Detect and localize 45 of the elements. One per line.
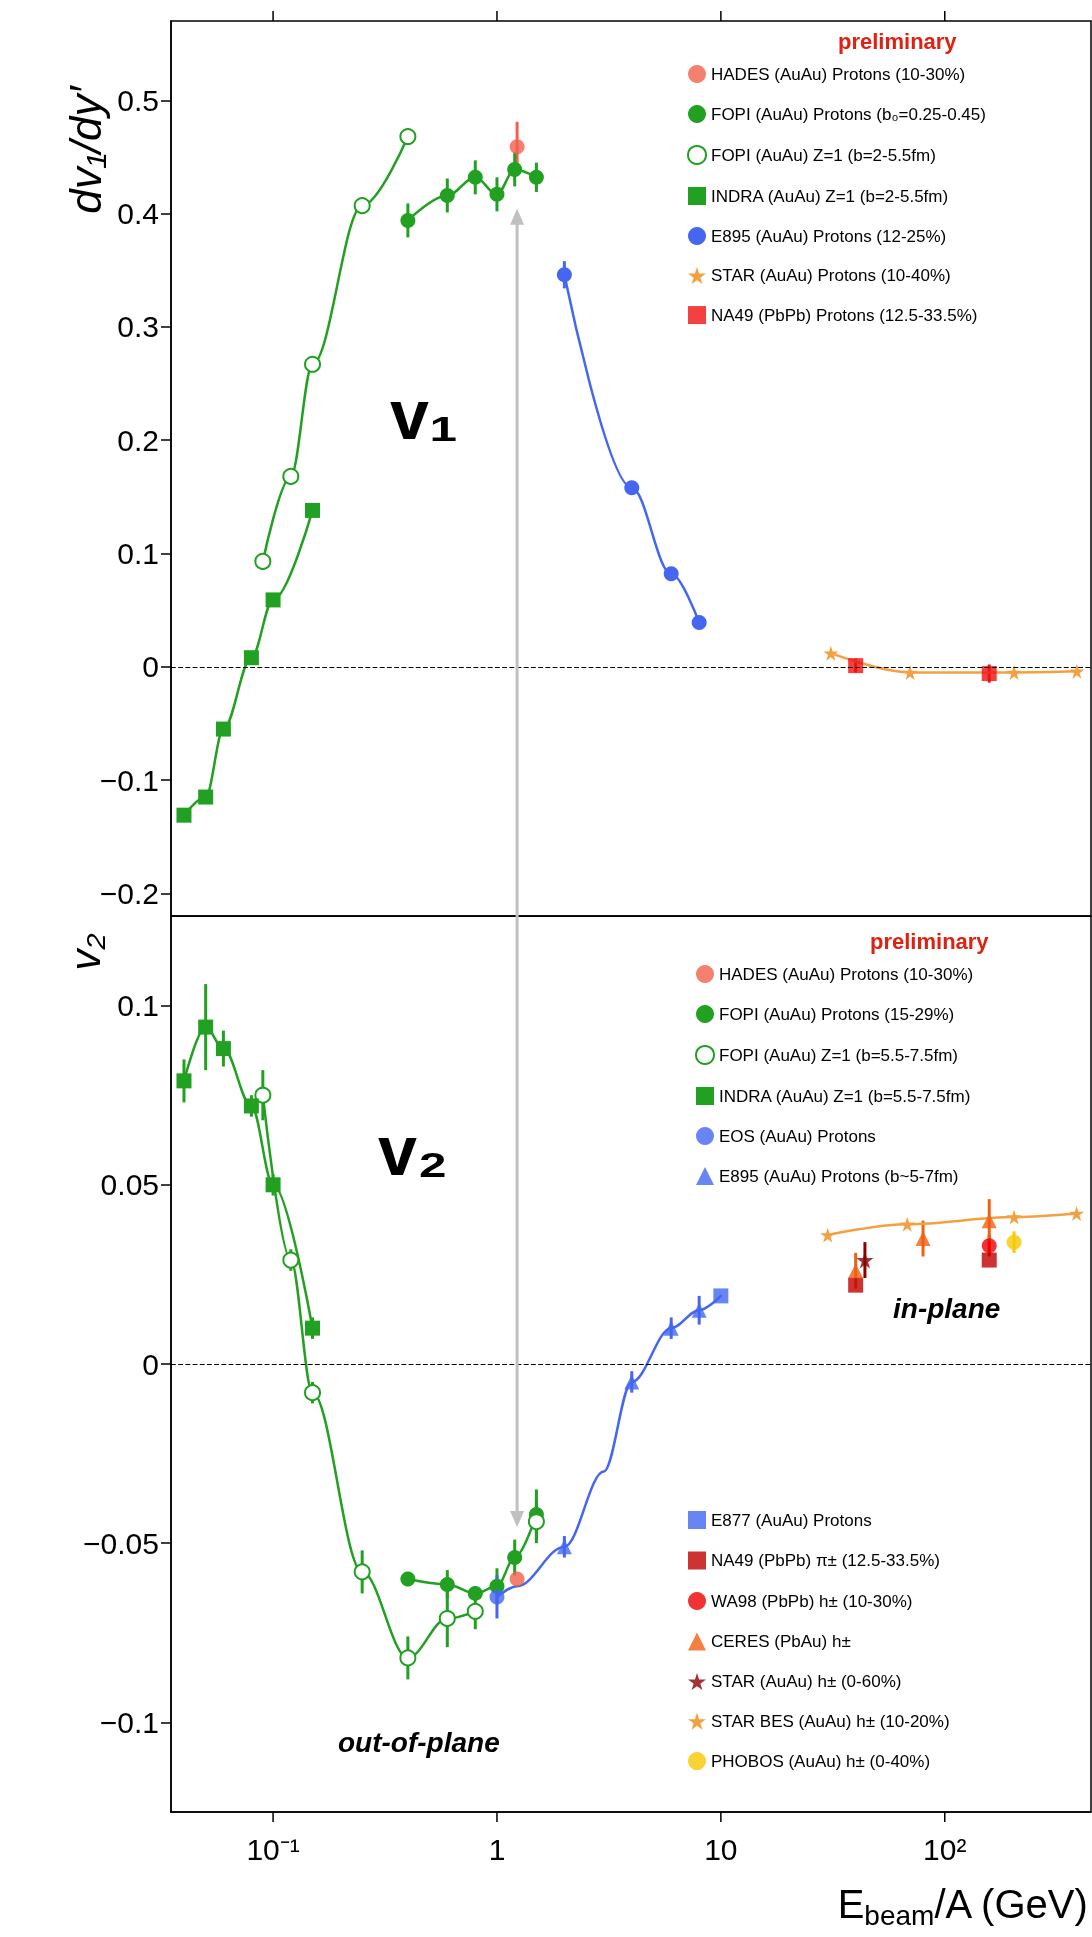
annotation: in-plane <box>893 1292 1001 1324</box>
annotation: preliminary <box>870 928 990 954</box>
legend-label: FOPI (AuAu) Protons (b₀=0.25-0.45) <box>711 104 986 124</box>
y-tick-label: −0.05 <box>83 1526 159 1560</box>
annotation: v₂ <box>378 1112 449 1190</box>
legend-label: HADES (AuAu) Protons (10-30%) <box>711 64 966 84</box>
annotation: out-of-plane <box>338 1726 500 1758</box>
y-tick-label: 0.3 <box>117 310 159 344</box>
y-tick-label: 0.05 <box>100 1168 159 1202</box>
legend-label: INDRA (AuAu) Z=1 (b=5.5-7.5fm) <box>719 1086 971 1106</box>
y-tick-label: 0.4 <box>117 197 159 231</box>
x-tick-label: 10⁻¹ <box>246 1832 300 1866</box>
y-axis-title: dv₁/dy′ <box>60 84 110 214</box>
annotation: preliminary <box>838 28 958 54</box>
legend-label: INDRA (AuAu) Z=1 (b=2-5.5fm) <box>711 186 949 206</box>
legend-label: HADES (AuAu) Protons (10-30%) <box>719 964 974 984</box>
legend-label: FOPI (AuAu) Z=1 (b=2-5.5fm) <box>711 145 936 165</box>
annotation: v₁ <box>390 376 458 454</box>
legend-label: STAR (AuAu) h± (0-60%) <box>711 1672 902 1692</box>
x-tick-label: 10 <box>704 1832 738 1866</box>
y-tick-label: −0.2 <box>99 876 159 910</box>
y-tick-label: 0.1 <box>117 989 159 1023</box>
legend-label: CERES (PbAu) h± <box>711 1632 851 1651</box>
legend-label: NA49 (PbPb) Protons (12.5-33.5%) <box>711 305 978 325</box>
y-tick-label: 0.1 <box>117 536 159 570</box>
y-tick-label: 0.2 <box>117 423 159 457</box>
legend-label: E895 (AuAu) Protons (12-25%) <box>711 226 947 246</box>
legend-label: E877 (AuAu) Protons <box>711 1510 872 1530</box>
x-tick-label: 10² <box>923 1832 967 1866</box>
legend-label: PHOBOS (AuAu) h± (0-40%) <box>711 1751 931 1771</box>
y-axis-title: v₂ <box>61 933 109 971</box>
y-tick-label: 0 <box>142 1347 159 1381</box>
x-tick-label: 1 <box>488 1832 506 1866</box>
legend-label: FOPI (AuAu) Z=1 (b=5.5-7.5fm) <box>719 1045 959 1065</box>
legend-label: EOS (AuAu) Protons <box>719 1126 876 1146</box>
y-tick-label: 0 <box>142 650 159 684</box>
legend-label: E895 (AuAu) Protons (b~5-7fm) <box>719 1166 959 1186</box>
legend-label: STAR (AuAu) Protons (10-40%) <box>711 266 951 286</box>
y-tick-label: 0.5 <box>117 83 159 117</box>
legend-label: NA49 (PbPb) π± (12.5-33.5%) <box>711 1551 940 1570</box>
legend-label: WA98 (PbPb) h± (10-30%) <box>711 1591 913 1611</box>
legend-label: FOPI (AuAu) Protons (15-29%) <box>719 1004 955 1024</box>
y-tick-label: −0.1 <box>99 1705 159 1739</box>
legend-label: STAR BES (AuAu) h± (10-20%) <box>711 1711 950 1731</box>
y-tick-label: −0.1 <box>99 763 159 797</box>
